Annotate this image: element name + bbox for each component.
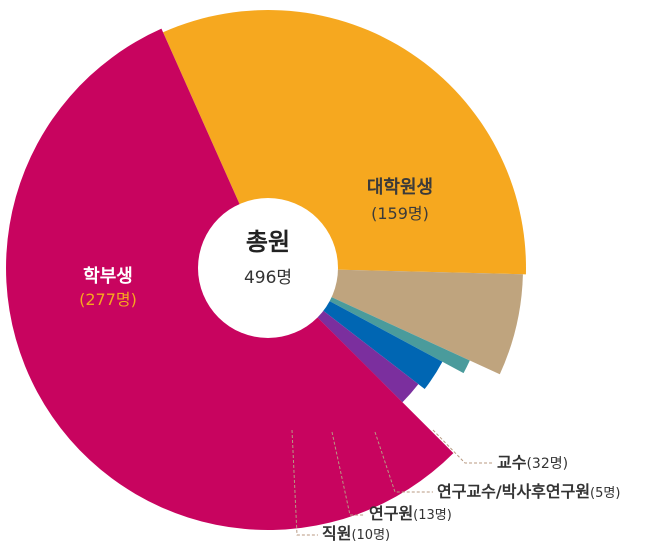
label-graduate-value: (159명) [371,204,429,223]
label-graduate-name: 대학원생 [367,176,433,198]
label-researcher-value: (13명) [413,508,452,523]
slice-labels: 대학원생 (159명) 학부생 (277명) 교수(32명) 연구교수/박사후연구원(5명… [79,176,620,543]
center-hole [198,198,338,338]
label-research-professor-value: (5명) [590,486,620,501]
leader-lines [291,429,493,536]
label-professor-name: 교수 [497,453,527,472]
label-professor: 교수(32명) [497,453,568,472]
label-staff-value: (10명) [351,528,390,543]
label-staff-name: 직원 [322,524,351,543]
label-undergraduate-value: (277명) [79,290,137,309]
center-title: 총원 [246,228,290,256]
label-research-professor: 연구교수/박사후연구원(5명) [437,482,620,501]
label-researcher: 연구원(13명) [369,504,452,523]
label-researcher-name: 연구원 [369,504,413,523]
leader-professor [432,429,493,464]
label-staff: 직원(10명) [322,524,390,543]
label-research-professor-name: 연구교수/박사후연구원 [437,482,590,501]
label-undergraduate-name: 학부생 [83,265,133,287]
leader-research-professor [374,431,433,493]
center-total: 496명 [244,268,292,288]
label-professor-value: (32명) [526,456,568,472]
leader-staff [291,429,318,536]
